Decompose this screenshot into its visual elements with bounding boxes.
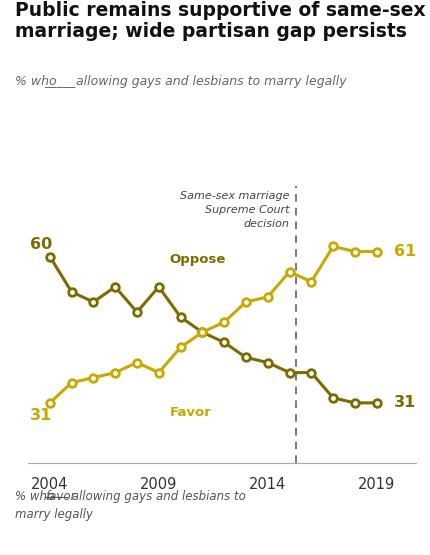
- Text: allowing gays and lesbians to marry legally: allowing gays and lesbians to marry lega…: [72, 75, 346, 88]
- Text: 31: 31: [393, 395, 415, 410]
- Text: marriage; wide partisan gap persists: marriage; wide partisan gap persists: [15, 22, 406, 41]
- Text: 61: 61: [393, 244, 415, 259]
- Text: Same-sex marriage
Supreme Court
decision: Same-sex marriage Supreme Court decision: [180, 191, 289, 229]
- Text: % who: % who: [15, 75, 61, 88]
- Text: favor: favor: [45, 490, 75, 502]
- Text: % who: % who: [15, 490, 58, 502]
- Text: 31: 31: [30, 408, 52, 423]
- Text: 60: 60: [30, 236, 52, 251]
- Text: allowing gays and lesbians to: allowing gays and lesbians to: [68, 490, 245, 502]
- Text: Favor: Favor: [169, 406, 211, 420]
- Text: marry legally: marry legally: [15, 508, 93, 521]
- Text: Oppose: Oppose: [169, 253, 225, 266]
- Text: _____: _____: [44, 75, 76, 88]
- Text: Public remains supportive of same-sex: Public remains supportive of same-sex: [15, 1, 425, 20]
